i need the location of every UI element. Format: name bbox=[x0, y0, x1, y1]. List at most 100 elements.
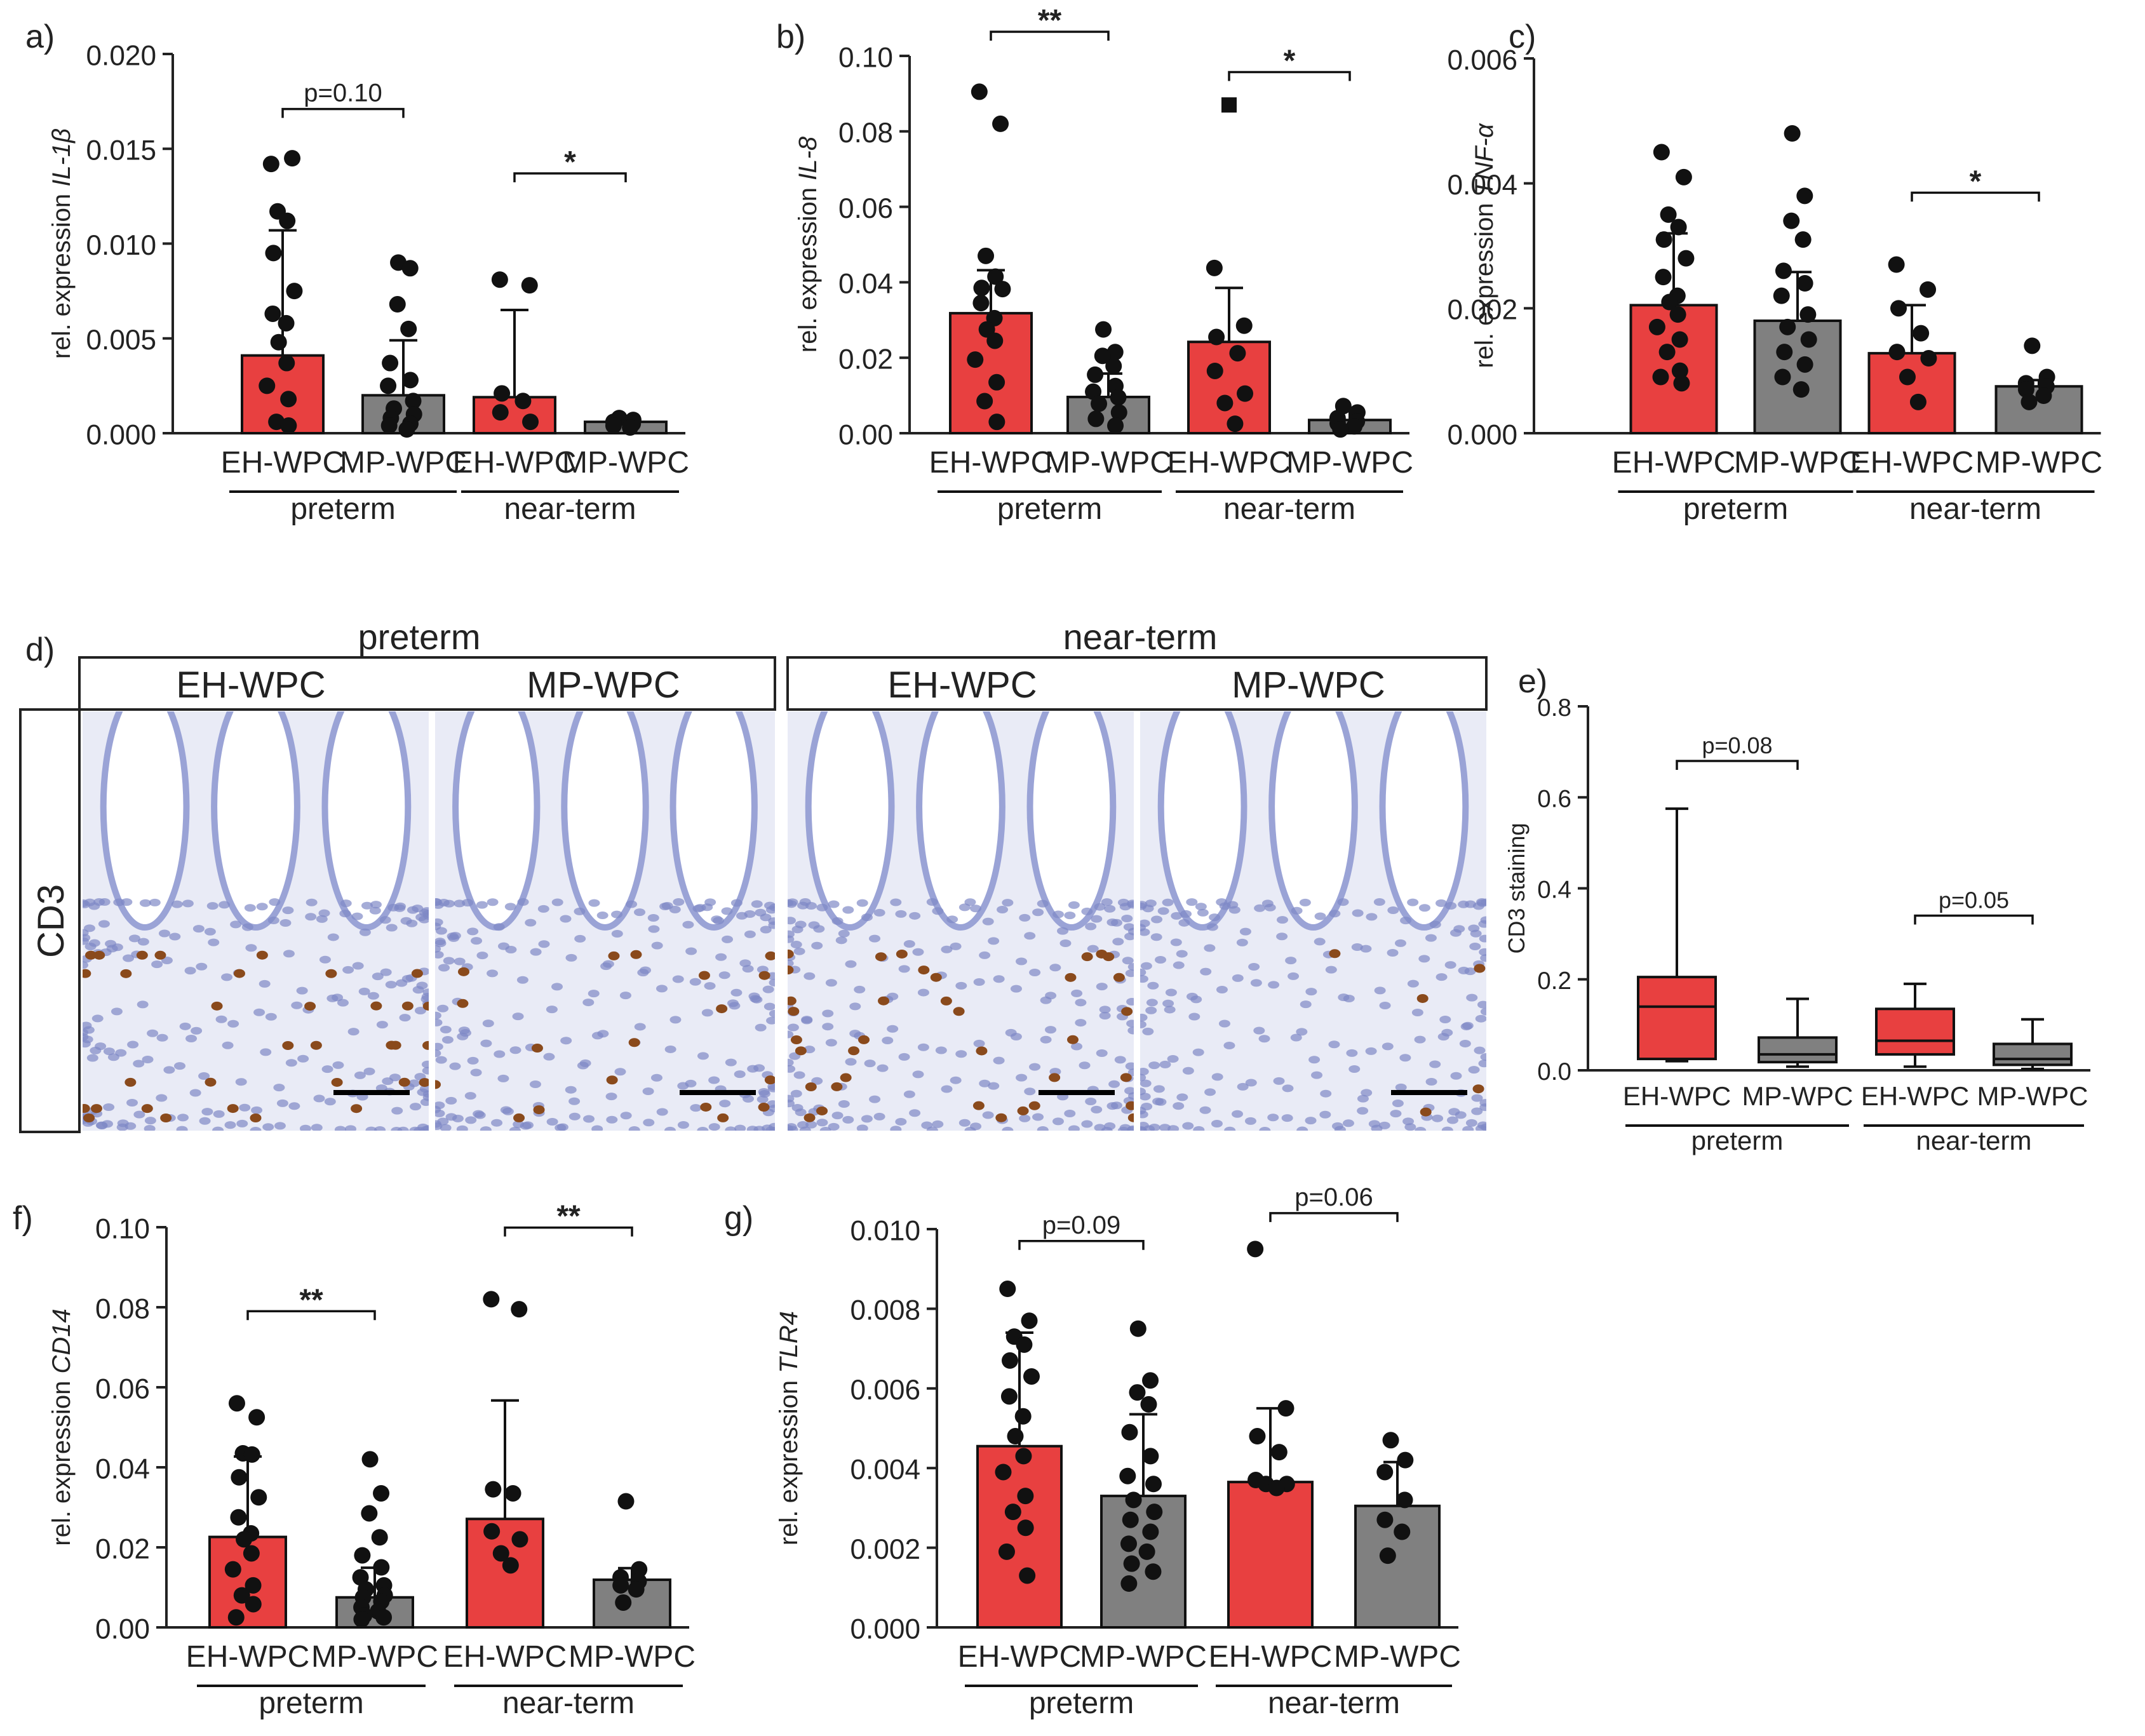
nucleus bbox=[213, 1110, 225, 1118]
y-tick-label: 0.04 bbox=[838, 269, 893, 300]
nucleus bbox=[1429, 1060, 1441, 1068]
nucleus bbox=[1291, 906, 1303, 915]
crypt bbox=[452, 711, 541, 931]
nucleus bbox=[1462, 1021, 1474, 1030]
data-point bbox=[1661, 293, 1678, 311]
data-point bbox=[1376, 1463, 1394, 1481]
micrograph-content bbox=[788, 711, 1134, 1131]
significance-label: ** bbox=[556, 1200, 581, 1234]
nucleus bbox=[1029, 968, 1041, 976]
nucleus bbox=[387, 903, 400, 912]
data-point bbox=[999, 1281, 1016, 1298]
nucleus bbox=[795, 1108, 807, 1117]
nucleus bbox=[988, 937, 1000, 945]
nucleus bbox=[1441, 1028, 1453, 1037]
bar-3 bbox=[1187, 340, 1271, 435]
nucleus bbox=[422, 988, 429, 997]
nucleus bbox=[208, 938, 220, 946]
data-point bbox=[1091, 395, 1108, 412]
nucleus bbox=[123, 954, 135, 962]
category-label: EH-WPC bbox=[1850, 446, 1974, 480]
nucleus bbox=[182, 899, 194, 908]
data-point bbox=[976, 393, 993, 410]
nucleus bbox=[611, 929, 623, 938]
data-point bbox=[1376, 1511, 1394, 1528]
micrograph-3 bbox=[788, 711, 1134, 1131]
nucleus bbox=[719, 1100, 731, 1108]
data-point bbox=[1007, 1428, 1024, 1445]
panel-f-label: f) bbox=[13, 1200, 33, 1237]
nucleus bbox=[1245, 1079, 1257, 1087]
cd3-positive-cell bbox=[1096, 949, 1108, 959]
data-point bbox=[494, 385, 511, 402]
y-tick-label: 0.020 bbox=[86, 40, 157, 71]
nucleus bbox=[176, 1126, 188, 1131]
nucleus bbox=[1392, 1100, 1404, 1108]
category-label: EH-WPC bbox=[1209, 1640, 1333, 1674]
nucleus bbox=[83, 1040, 91, 1048]
column-header-1: EH-WPC bbox=[176, 664, 325, 706]
nucleus bbox=[1425, 934, 1437, 942]
nucleus bbox=[1140, 1093, 1151, 1101]
nucleus bbox=[701, 1009, 713, 1017]
nucleus bbox=[435, 951, 444, 959]
nucleus bbox=[1285, 957, 1297, 965]
data-point bbox=[224, 1561, 241, 1578]
nucleus bbox=[1140, 1079, 1152, 1087]
nucleus bbox=[753, 1126, 765, 1131]
data-point bbox=[373, 1559, 390, 1576]
nucleus bbox=[530, 948, 542, 956]
nucleus bbox=[476, 952, 488, 960]
nucleus bbox=[760, 925, 772, 934]
nucleus bbox=[239, 1103, 251, 1112]
data-point bbox=[279, 212, 296, 229]
cd3-positive-cell bbox=[351, 1104, 363, 1114]
nucleus bbox=[677, 1120, 689, 1129]
nucleus bbox=[324, 1098, 336, 1106]
nucleus bbox=[574, 934, 586, 943]
nucleus bbox=[435, 1018, 443, 1026]
data-point bbox=[1110, 389, 1127, 406]
data-point bbox=[511, 1301, 528, 1318]
nucleus bbox=[1024, 932, 1036, 940]
data-point bbox=[994, 281, 1011, 298]
data-point bbox=[389, 296, 406, 313]
panel-e-label: e) bbox=[1518, 663, 1547, 700]
cd3-positive-cell bbox=[411, 969, 423, 978]
nucleus bbox=[669, 1016, 682, 1024]
cd3-positive-cell bbox=[896, 949, 908, 959]
data-point bbox=[1652, 368, 1669, 386]
group-label: preterm bbox=[997, 492, 1102, 526]
cd3-positive-cell bbox=[227, 1104, 239, 1114]
nucleus bbox=[365, 1126, 377, 1131]
nucleus bbox=[1472, 902, 1484, 910]
category-label: MP-WPC bbox=[562, 446, 689, 480]
nucleus bbox=[147, 1029, 159, 1037]
box-4 bbox=[1993, 1042, 2073, 1066]
nucleus bbox=[454, 899, 466, 908]
y-tick-label: 0.010 bbox=[851, 1215, 921, 1246]
cd3-positive-cell bbox=[458, 967, 470, 976]
nucleus bbox=[982, 917, 994, 925]
nucleus bbox=[283, 950, 295, 958]
nucleus bbox=[222, 1041, 234, 1049]
data-point bbox=[1779, 318, 1796, 335]
y-tick-label: 0.000 bbox=[851, 1613, 921, 1645]
nucleus bbox=[708, 1076, 720, 1084]
data-point bbox=[1920, 281, 1937, 298]
category-label: MP-WPC bbox=[1734, 446, 1861, 480]
nucleus bbox=[903, 940, 915, 948]
nucleus bbox=[1455, 1111, 1467, 1119]
nucleus bbox=[245, 944, 257, 952]
nucleus bbox=[1429, 920, 1441, 929]
nucleus bbox=[189, 1089, 201, 1097]
nucleus bbox=[1019, 913, 1031, 922]
panel-a-label: a) bbox=[25, 18, 55, 55]
nucleus bbox=[568, 1112, 581, 1120]
nucleus bbox=[1197, 908, 1209, 917]
nucleus bbox=[91, 1014, 104, 1023]
cd3-positive-cell bbox=[85, 950, 97, 960]
nucleus bbox=[1250, 979, 1262, 987]
nucleus bbox=[1140, 1122, 1149, 1130]
nucleus bbox=[407, 906, 419, 914]
